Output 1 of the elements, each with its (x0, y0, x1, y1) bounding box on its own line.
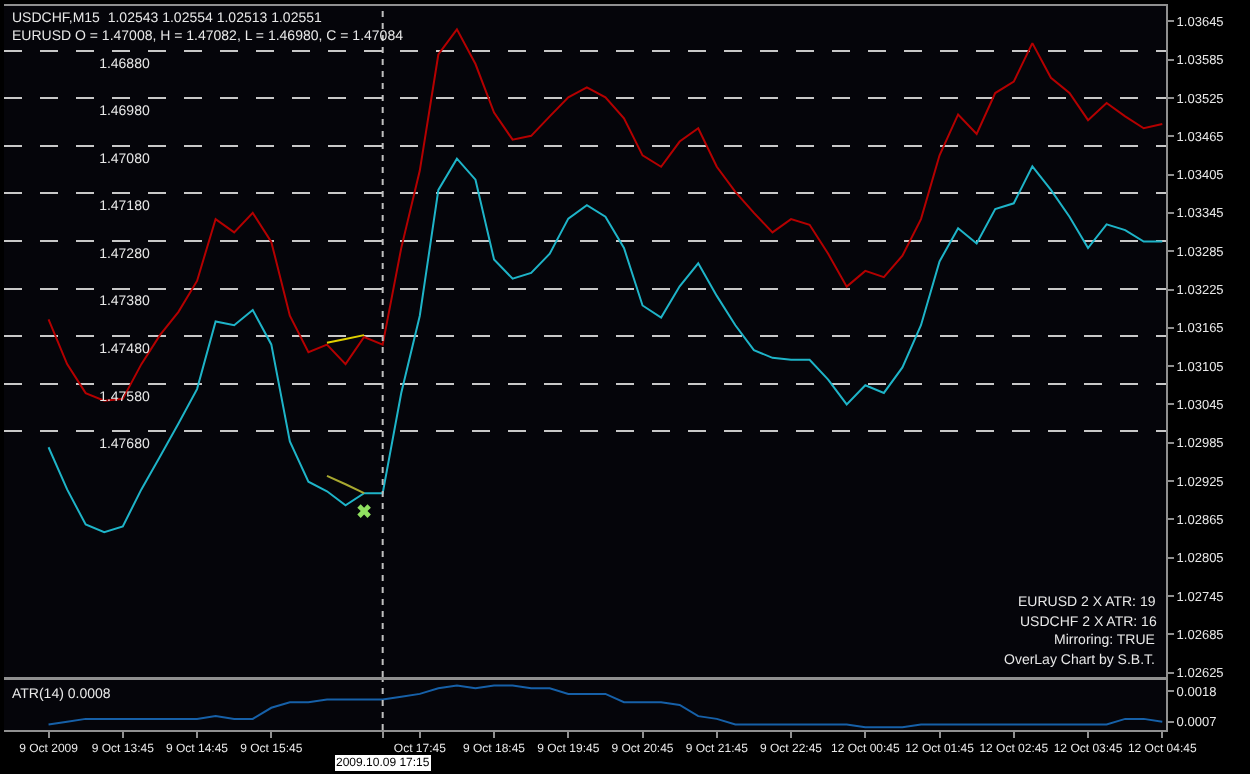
line-series (47, 157, 1164, 534)
